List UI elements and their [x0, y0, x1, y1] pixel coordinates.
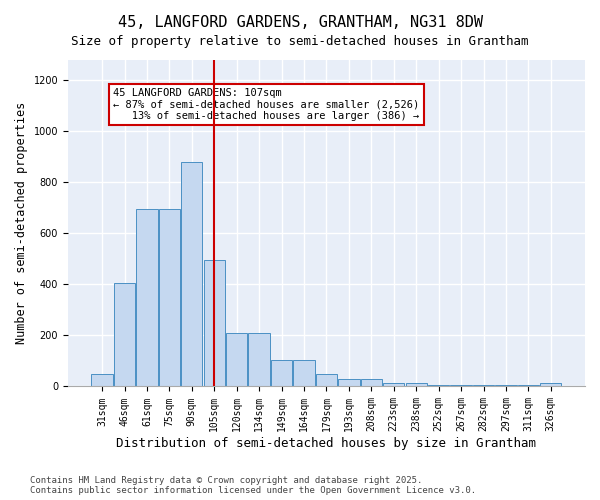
Text: Contains HM Land Registry data © Crown copyright and database right 2025.
Contai: Contains HM Land Registry data © Crown c…	[30, 476, 476, 495]
Bar	[406, 382, 427, 386]
Bar	[338, 379, 359, 386]
Bar	[496, 385, 517, 386]
Bar	[540, 382, 562, 386]
Bar	[136, 209, 158, 386]
Bar	[473, 385, 494, 386]
Bar	[226, 333, 247, 386]
Y-axis label: Number of semi-detached properties: Number of semi-detached properties	[15, 102, 28, 344]
Bar	[203, 260, 225, 386]
Bar	[271, 360, 292, 386]
Bar	[159, 209, 180, 386]
Bar	[293, 360, 314, 386]
Bar	[248, 333, 270, 386]
Bar	[383, 382, 404, 386]
X-axis label: Distribution of semi-detached houses by size in Grantham: Distribution of semi-detached houses by …	[116, 437, 536, 450]
Bar	[518, 385, 539, 386]
Bar	[451, 385, 472, 386]
Text: Size of property relative to semi-detached houses in Grantham: Size of property relative to semi-detach…	[71, 35, 529, 48]
Bar	[114, 283, 135, 387]
Text: 45 LANGFORD GARDENS: 107sqm
← 87% of semi-detached houses are smaller (2,526)
  : 45 LANGFORD GARDENS: 107sqm ← 87% of sem…	[113, 88, 419, 122]
Bar	[316, 374, 337, 386]
Bar	[91, 374, 113, 386]
Bar	[361, 379, 382, 386]
Bar	[181, 162, 202, 386]
Bar	[428, 385, 449, 386]
Text: 45, LANGFORD GARDENS, GRANTHAM, NG31 8DW: 45, LANGFORD GARDENS, GRANTHAM, NG31 8DW	[118, 15, 482, 30]
